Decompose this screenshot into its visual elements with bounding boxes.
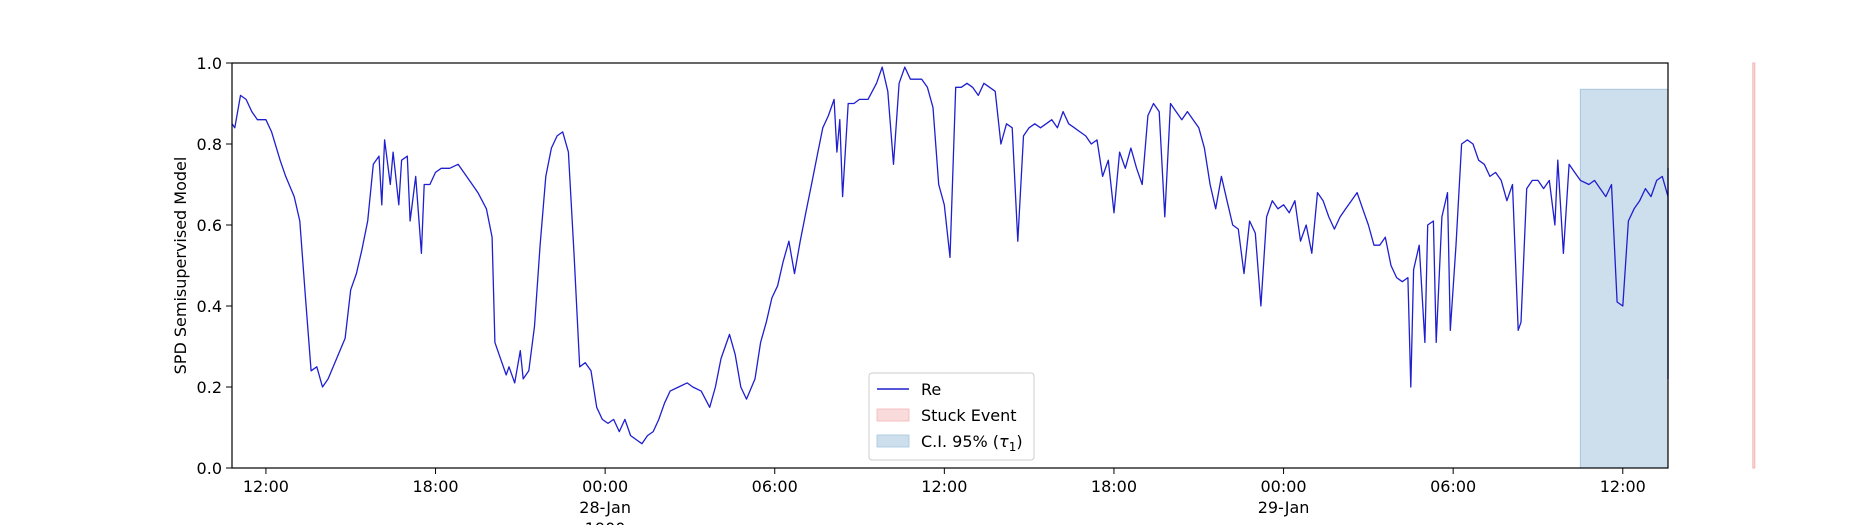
legend: Re Stuck Event C.I. 95% (τ1) — [868, 372, 1035, 461]
legend-box — [868, 372, 1035, 461]
x-tick-date-label: 29-Jan — [1258, 498, 1310, 517]
y-axis: 0.0 0.2 0.4 0.6 0.8 1.0 — [197, 54, 232, 478]
legend-swatch-patch — [876, 434, 910, 448]
x-tick-label: 18:00 — [1091, 477, 1137, 496]
y-tick-label: 0.4 — [197, 297, 222, 316]
x-tick-label: 12:00 — [243, 477, 289, 496]
plot-frame — [231, 62, 1669, 469]
legend-label: Stuck Event — [921, 406, 1017, 425]
y-tick-label: 0.0 — [197, 459, 222, 478]
y-tick-label: 1.0 — [197, 54, 222, 73]
shaded-region-stuck-event — [1752, 62, 1756, 469]
x-tick-label: 06:00 — [752, 477, 798, 496]
x-tick-label: 06:00 — [1430, 477, 1476, 496]
y-tick-label: 0.8 — [197, 135, 222, 154]
series-line-re — [231, 66, 1669, 445]
x-tick-label: 18:00 — [412, 477, 458, 496]
x-tick-label: 12:00 — [921, 477, 967, 496]
x-tick-date-label: 28-Jan — [579, 498, 631, 517]
series-layer — [231, 66, 1669, 445]
x-axis: 12:00 18:00 00:00 28-Jan 1900 06:00 12:00 18:00… — [243, 468, 1646, 525]
y-axis-label: SPD Semisupervised Model — [171, 157, 190, 375]
x-tick-label: 12:00 — [1600, 477, 1646, 496]
legend-label: Re — [921, 380, 941, 399]
legend-label: C.I. 95% (τ1) — [921, 432, 1023, 454]
x-tick-label: 00:00 — [1261, 477, 1307, 496]
x-tick-year-label: 1900 — [585, 519, 626, 525]
x-tick-label: 00:00 — [582, 477, 628, 496]
y-tick-label: 0.2 — [197, 378, 222, 397]
y-tick-label: 0.6 — [197, 216, 222, 235]
legend-swatch-patch — [876, 408, 910, 422]
